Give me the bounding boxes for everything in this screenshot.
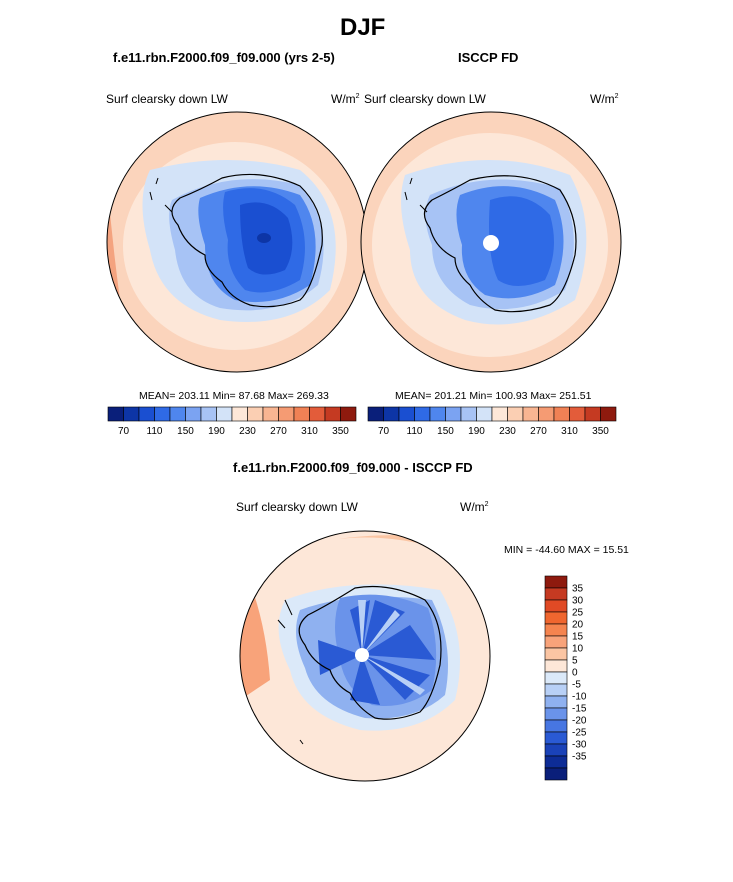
- colorbar-panel1: 70 110 150 190 230 270 310 350: [107, 406, 357, 437]
- colorbar-panel3-tick-label: -20: [572, 716, 587, 727]
- colorbar-panel2-tick-label: 230: [499, 426, 516, 437]
- colorbar-panel1-tick-label: 230: [239, 426, 256, 437]
- colorbar-panel3-tick-label: -25: [572, 728, 587, 739]
- panel1-stats: MEAN= 203.11 Min= 87.68 Max= 269.33: [139, 390, 329, 402]
- colorbar-panel3-tick-label: -15: [572, 704, 587, 715]
- colorbar-panel3-tick-label: 5: [572, 656, 578, 667]
- colorbar-panel3-swatch: [544, 707, 568, 721]
- colorbar-panel1-tick-label: 310: [301, 426, 318, 437]
- colorbar-panel3-tick-label: -35: [572, 752, 587, 763]
- colorbar-panel3-swatch: [544, 695, 568, 709]
- colorbar-panel1-tick-label: 190: [208, 426, 225, 437]
- colorbar-panel3-tick-label: -10: [572, 692, 587, 703]
- colorbar-panel1-swatch: [340, 406, 357, 422]
- colorbar-panel2: 70 110 150 190 230 270 310 350: [367, 406, 617, 437]
- page-title: DJF: [340, 14, 386, 41]
- colorbar-panel3-swatch: [544, 635, 568, 649]
- panel2-units-label: W/m2: [590, 92, 619, 106]
- colorbar-panel3-swatch: [544, 623, 568, 637]
- colorbar-panel3-tick-label: 15: [572, 632, 584, 643]
- panel3-case-title: f.e11.rbn.F2000.f09_f09.000 - ISCCP FD: [233, 460, 473, 475]
- panel1-variable-label: Surf clearsky down LW: [106, 92, 228, 106]
- colorbar-panel2-tick-label: 350: [592, 426, 609, 437]
- colorbar-panel1-tick-label: 70: [118, 426, 130, 437]
- colorbar-panel3-swatch: [544, 683, 568, 697]
- colorbar-panel2-tick-label: 270: [530, 426, 547, 437]
- colorbar-panel3-tick-label: 25: [572, 608, 584, 619]
- colorbar-panel3-swatch: [544, 719, 568, 733]
- colorbar-panel3-swatch: [544, 659, 568, 673]
- colorbar-panel3-swatch: [544, 611, 568, 625]
- colorbar-panel3-swatch: [544, 587, 568, 601]
- colorbar-panel3-tick-label: 35: [572, 584, 584, 595]
- colorbar-panel2-swatch: [600, 406, 617, 422]
- panel1-units-label: W/m2: [331, 92, 360, 106]
- panel3-minmax: MIN = -44.60 MAX = 15.51: [504, 544, 629, 556]
- colorbar-panel2-tick-label: 110: [407, 426, 423, 437]
- colorbar-panel3-tick-label: -5: [572, 680, 581, 691]
- colorbar-panel3-swatch: [544, 575, 568, 589]
- colorbar-panel3-swatch: [544, 767, 568, 781]
- panel3-variable-label: Surf clearsky down LW: [236, 500, 358, 514]
- colorbar-panel3-tick-label: -30: [572, 740, 587, 751]
- colorbar-panel1-tick-label: 110: [147, 426, 163, 437]
- panel1-case-title: f.e11.rbn.F2000.f09_f09.000 (yrs 2-5): [113, 50, 335, 65]
- colorbar-panel2-tick-label: 150: [437, 426, 454, 437]
- colorbar-panel3-swatch: [544, 755, 568, 769]
- panel2-case-title: ISCCP FD: [458, 50, 519, 65]
- colorbar-panel2-tick-label: 310: [561, 426, 578, 437]
- panel3-units-label: W/m2: [460, 500, 489, 514]
- colorbar-panel3-swatch: [544, 731, 568, 745]
- panel2-stats: MEAN= 201.21 Min= 100.93 Max= 251.51: [395, 390, 592, 402]
- colorbar-panel3-tick-label: 20: [572, 620, 584, 631]
- colorbar-panel1-tick-label: 270: [270, 426, 287, 437]
- colorbar-panel3-swatch: [544, 599, 568, 613]
- colorbar-panel1-tick-label: 350: [332, 426, 349, 437]
- colorbar-panel3-swatch: [544, 671, 568, 685]
- colorbar-panel3-tick-label: 30: [572, 596, 584, 607]
- colorbar-panel2-tick-label: 190: [468, 426, 485, 437]
- colorbar-panel1-tick-label: 150: [177, 426, 194, 437]
- colorbar-panel3-tick-label: 0: [572, 668, 578, 679]
- colorbar-panel3-tick-label: 10: [572, 644, 584, 655]
- colorbar-panel3-swatch: [544, 743, 568, 757]
- colorbar-panel3-swatch: [544, 647, 568, 661]
- colorbar-panel2-tick-label: 70: [378, 426, 390, 437]
- panel2-variable-label: Surf clearsky down LW: [364, 92, 486, 106]
